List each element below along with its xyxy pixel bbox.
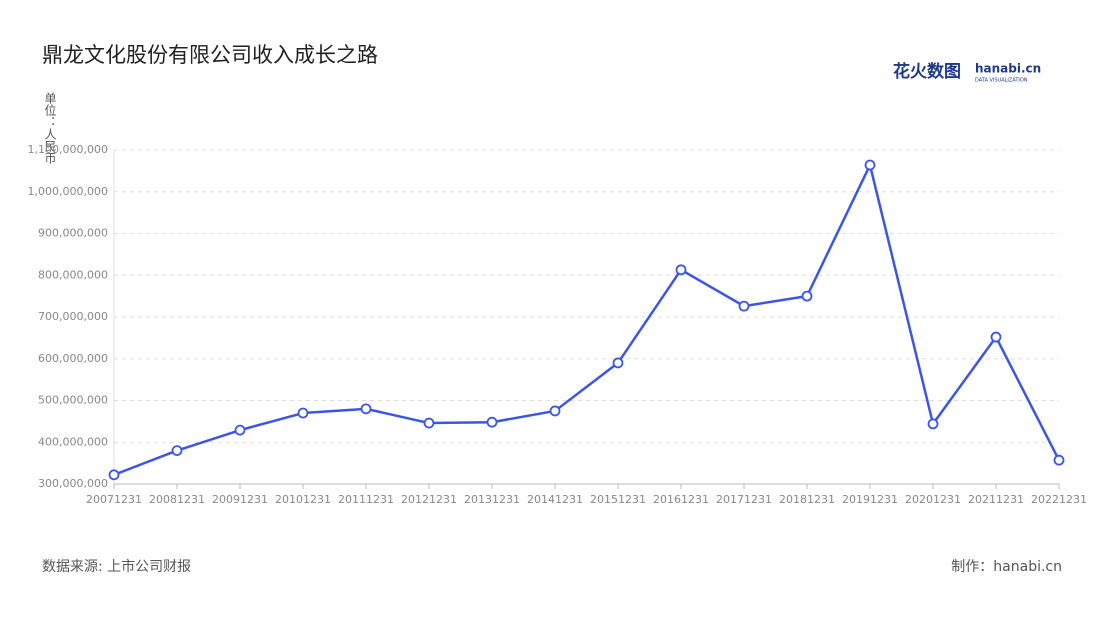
y-tick-label: 500,000,000 xyxy=(38,394,108,407)
y-tick-label: 1,000,000,000 xyxy=(28,185,108,198)
x-tick-label: 20161231 xyxy=(653,493,709,506)
data-point xyxy=(1053,454,1065,466)
x-tick-label: 20221231 xyxy=(1031,493,1087,506)
x-tick-label: 20191231 xyxy=(842,493,898,506)
x-tick-label: 20121231 xyxy=(401,493,457,506)
series-line xyxy=(113,163,1061,476)
y-tick-label: 900,000,000 xyxy=(38,227,108,240)
logo: 花火数图 xyxy=(893,61,961,82)
x-tick-label: 20181231 xyxy=(779,493,835,506)
x-tick-label: 20091231 xyxy=(212,493,268,506)
data-point xyxy=(990,331,1002,343)
y-tick-label: 300,000,000 xyxy=(38,477,108,490)
chart-title: 鼎龙文化股份有限公司收入成长之路 xyxy=(42,43,378,67)
data-point xyxy=(864,159,876,171)
data-point xyxy=(297,407,309,419)
data-point xyxy=(801,290,813,302)
data-point xyxy=(108,469,120,481)
data-point xyxy=(171,445,183,457)
y-tick-label: 600,000,000 xyxy=(38,352,108,365)
data-point xyxy=(423,417,435,429)
x-tick-label: 20151231 xyxy=(590,493,646,506)
data-point xyxy=(486,416,498,428)
credit: 制作：hanabi.cn xyxy=(951,559,1062,575)
data-point xyxy=(234,424,246,436)
logo-site: hanabi.cn xyxy=(975,62,1041,76)
data-point xyxy=(360,403,372,415)
x-tick-label: 20201231 xyxy=(905,493,961,506)
data-point xyxy=(738,300,750,312)
x-tick-label: 20171231 xyxy=(716,493,772,506)
data-point xyxy=(675,264,687,276)
x-tick-label: 20071231 xyxy=(86,493,142,506)
x-tick-label: 20101231 xyxy=(275,493,331,506)
x-tick-label: 20131231 xyxy=(464,493,520,506)
logo-sub: DATA VISUALIZATION xyxy=(975,78,1028,84)
data-point xyxy=(927,418,939,430)
source: 数据来源: 上市公司财报 xyxy=(42,558,191,575)
x-tick-label: 20211231 xyxy=(968,493,1024,506)
x-tick-label: 20111231 xyxy=(338,493,394,506)
x-tick-label: 20141231 xyxy=(527,493,583,506)
y-axis-label: 单位：人民币 xyxy=(43,92,57,164)
y-tick-label: 800,000,000 xyxy=(38,268,108,281)
y-tick-label: 1,100,000,000 xyxy=(28,143,108,156)
data-point xyxy=(612,357,624,369)
y-tick-label: 400,000,000 xyxy=(38,435,108,448)
data-point xyxy=(549,405,561,417)
y-tick-label: 700,000,000 xyxy=(38,310,108,323)
x-tick-label: 20081231 xyxy=(149,493,205,506)
